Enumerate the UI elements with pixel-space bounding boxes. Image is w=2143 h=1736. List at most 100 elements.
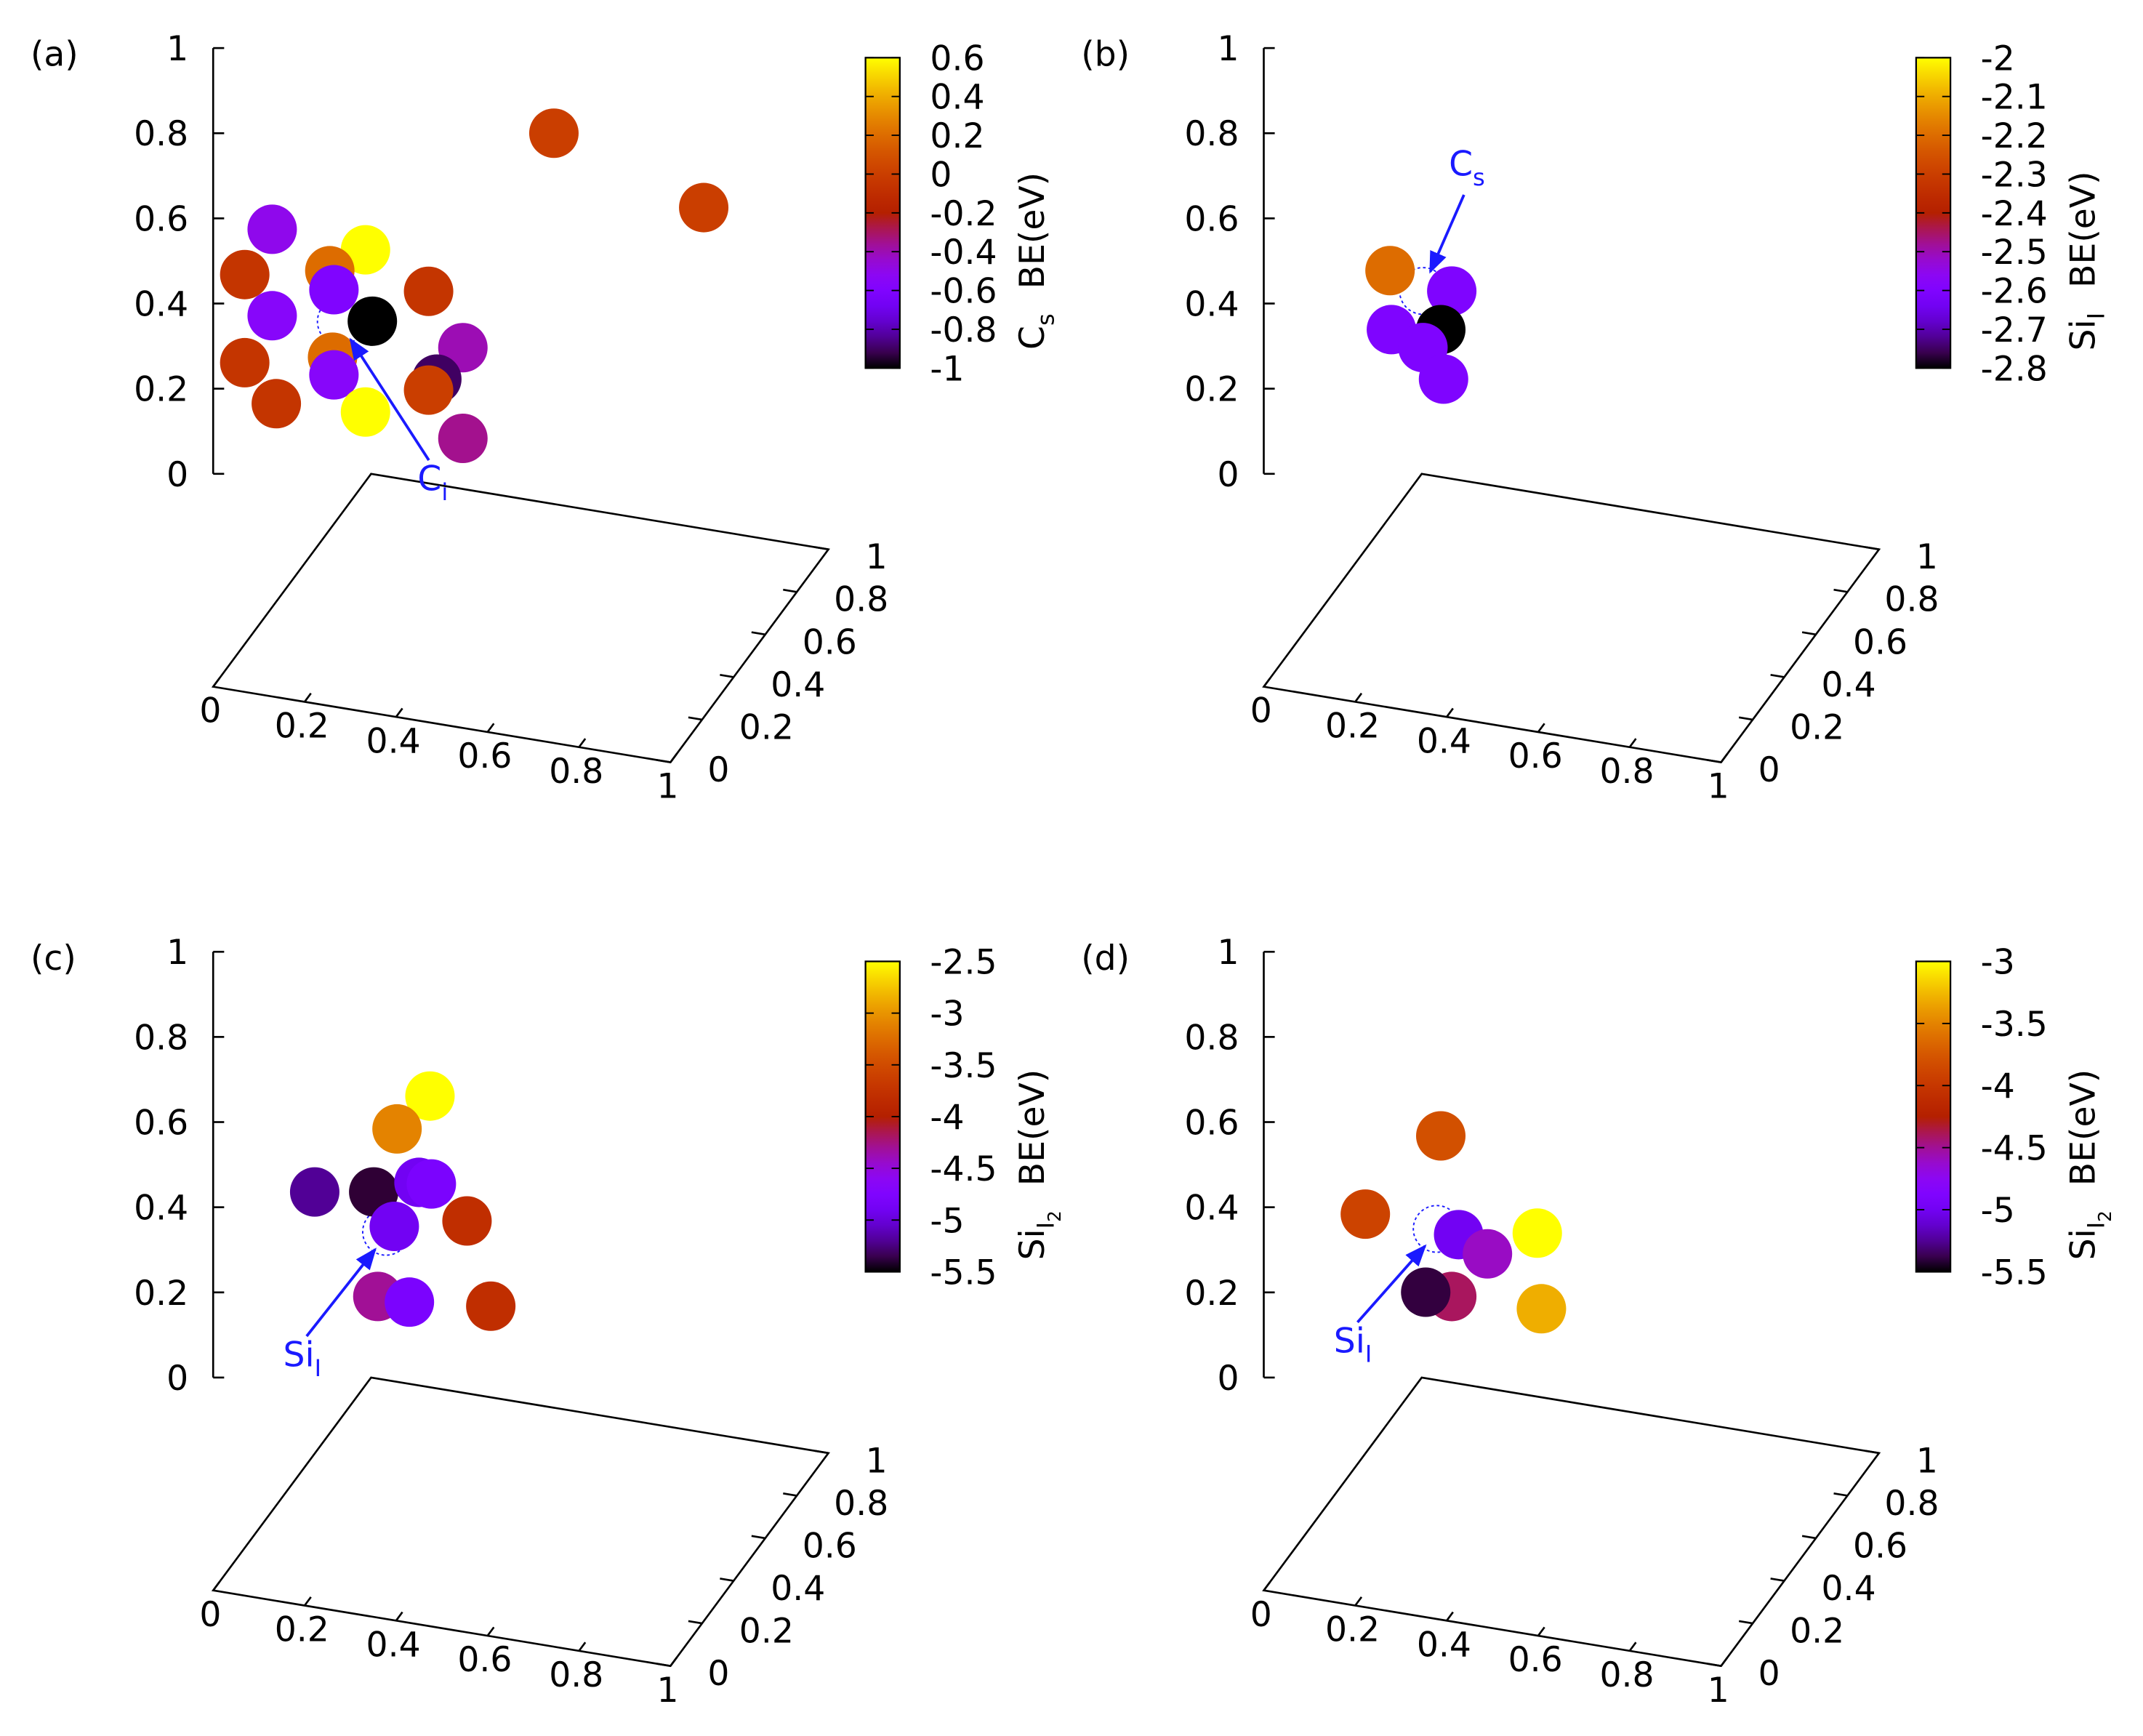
x-tick [212, 1581, 220, 1591]
y-tick [720, 673, 734, 678]
colorbar-tick-label: 0 [930, 155, 952, 195]
z-tick-label: 0 [1217, 455, 1239, 495]
y-tick [783, 588, 797, 593]
z-tick-label: 0.8 [134, 114, 188, 154]
point [247, 204, 297, 254]
x-tick [670, 753, 678, 763]
base-frame [1262, 473, 1881, 763]
y-tick [1801, 1535, 1817, 1540]
y-tick [783, 1492, 797, 1497]
point [309, 350, 359, 400]
annotation-sub: s [1473, 164, 1485, 191]
colorbar-tick-label: -2.2 [1981, 116, 2048, 156]
point [403, 365, 454, 415]
annotation-label: Ci [417, 459, 448, 506]
x-tick [1628, 738, 1637, 748]
colorbar-label-base: C [1013, 326, 1053, 350]
x-tick [212, 678, 220, 688]
point [1415, 1111, 1466, 1161]
z-tick-label: 0 [1217, 1359, 1239, 1399]
colorbar-label-unit: BE(eV) [1013, 1069, 1053, 1186]
colorbar-label-subsub: 2 [2094, 1210, 2115, 1222]
x-tick-label: 1 [1708, 767, 1729, 807]
z-tick-label: 1 [166, 933, 188, 973]
x-tick-label: 1 [1708, 1671, 1729, 1711]
colorbar-tick-label: -2.7 [1981, 310, 2048, 350]
point [679, 182, 729, 233]
point [438, 413, 488, 463]
y-tick-label: 0 [1758, 1654, 1780, 1694]
x-tick-label: 0.8 [1599, 1655, 1654, 1695]
x-tick [1537, 1626, 1545, 1636]
y-tick-label: 1 [1916, 1441, 1938, 1481]
y-tick-label: 0.2 [1790, 707, 1844, 747]
x-tick [578, 1641, 587, 1652]
x-tick-label: 0.4 [366, 1625, 421, 1665]
colorbar-label-unit: BE(eV) [1013, 172, 1053, 289]
colorbar-tick-label: 0.4 [930, 78, 984, 118]
colorbar-label-sub: s [1032, 313, 1059, 326]
x-tick-label: 0.6 [457, 1640, 512, 1680]
annotation-text: Si [284, 1335, 315, 1375]
z-tick-label: 0.8 [1184, 114, 1239, 154]
y-tick-label: 0.8 [834, 580, 888, 620]
x-tick [1446, 707, 1454, 718]
y-tick [1707, 759, 1721, 763]
colorbar-tick-label: -1 [930, 349, 964, 389]
x-tick-label: 0.6 [1508, 736, 1563, 776]
colorbar-tick-label: -2.3 [1981, 155, 2048, 195]
point [1401, 1267, 1451, 1317]
annotation-arrow [1356, 1244, 1427, 1324]
point [1365, 246, 1415, 296]
x-tick [395, 707, 403, 718]
colorbar-label-unit: BE(eV) [2063, 171, 2103, 287]
colorbar-label-unit: BE(eV) [2063, 1069, 2103, 1186]
y-tick [1833, 1492, 1848, 1497]
y-tick-label: 1 [866, 537, 888, 577]
x-tick-label: 0 [1250, 1595, 1272, 1635]
colorbar-tick-label: -4.5 [1981, 1129, 2048, 1169]
z-tick-label: 1 [1217, 933, 1239, 973]
z-tick-label: 0.2 [1184, 370, 1239, 410]
x-tick [486, 1626, 495, 1636]
colorbar-tick-label: -0.2 [930, 194, 997, 234]
z-tick-label: 0.8 [134, 1018, 188, 1058]
annotation-text: C [1449, 145, 1473, 185]
colorbar-tick-label: -2.5 [930, 942, 997, 982]
x-tick [1263, 678, 1271, 688]
x-tick-label: 0.2 [1325, 707, 1380, 747]
y-tick-label: 0.4 [771, 1569, 825, 1609]
annotation-arrow [349, 337, 430, 462]
colorbar-label-base: Si [2063, 1229, 2103, 1260]
y-tick [720, 1578, 734, 1582]
y-tick [814, 1450, 829, 1455]
annotation-arrow [1428, 194, 1465, 274]
y-tick-label: 0.6 [1853, 1526, 1907, 1566]
colorbar-tick-label: -3 [1981, 942, 2015, 982]
y-tick-label: 1 [866, 1441, 888, 1481]
colorbar-tick-label: -2 [1981, 39, 2015, 79]
point [220, 337, 270, 387]
colorbar-label-base: Si [1013, 1229, 1053, 1260]
x-tick [1354, 1596, 1363, 1607]
point [403, 266, 454, 316]
y-tick-label: 0.4 [1822, 1569, 1876, 1609]
colorbar-label-sub: I [2083, 313, 2110, 319]
y-tick [656, 759, 671, 763]
x-tick-label: 0 [1250, 691, 1272, 731]
colorbar-tick-label: 0.2 [930, 116, 984, 156]
y-tick-label: 0.4 [1822, 665, 1876, 705]
y-tick-label: 0.2 [739, 1612, 794, 1652]
point [309, 265, 359, 315]
colorbar-tick-label: -4.5 [930, 1149, 997, 1189]
x-tick-label: 0.2 [275, 1610, 329, 1650]
z-tick-label: 0.2 [1184, 1274, 1239, 1314]
colorbar-label-sub: I [2083, 1222, 2110, 1229]
x-tick-label: 0.8 [1599, 752, 1654, 792]
panel-label: (b) [1081, 35, 1130, 75]
colorbar [1915, 960, 1952, 1273]
y-tick [1833, 588, 1848, 593]
y-tick-label: 0.4 [771, 665, 825, 705]
annotation-label: SiI [284, 1335, 322, 1382]
colorbar-tick-label: -5 [930, 1201, 964, 1241]
